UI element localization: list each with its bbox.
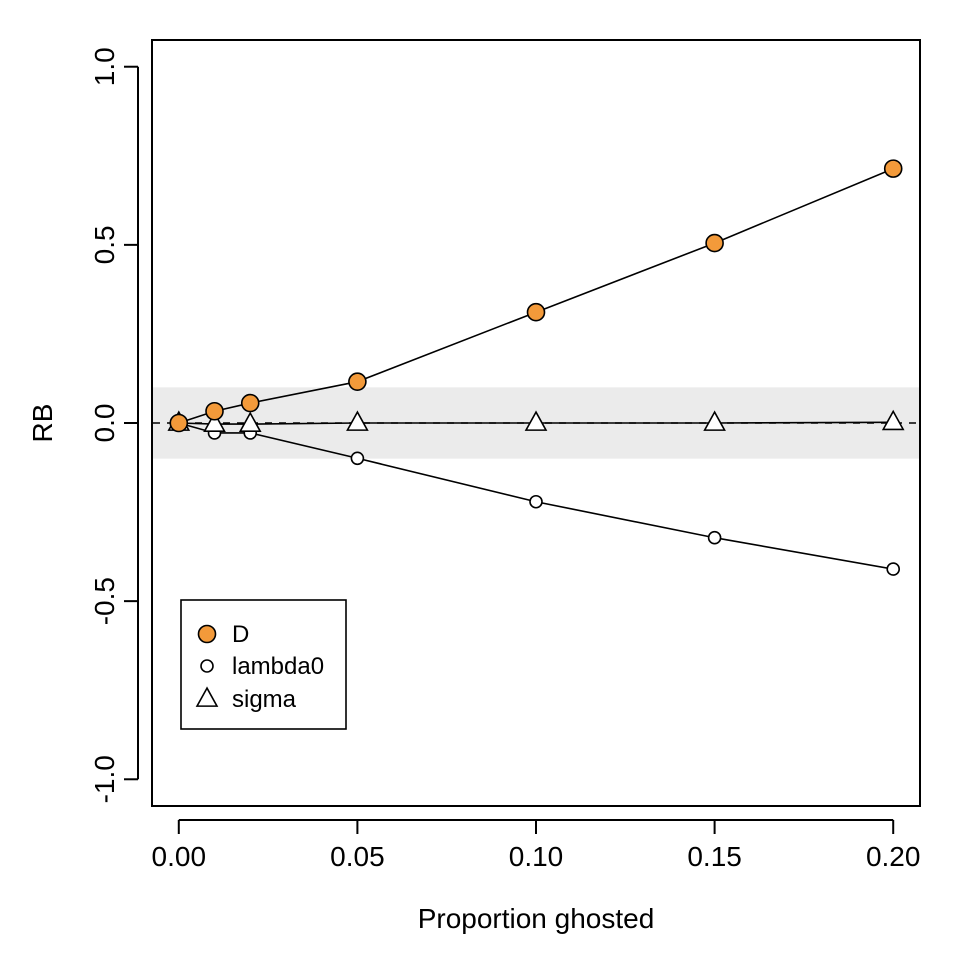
legend-marker-sigma [195, 686, 219, 707]
x-tick-label: 0.05 [330, 841, 385, 872]
x-tick-label: 0.00 [152, 841, 207, 872]
data-point-lambda0 [886, 562, 901, 576]
legend-item-lambda0: lambda0 [200, 653, 324, 680]
x-axis: 0.00 0.05 0.10 0.15 0.20 [152, 819, 921, 872]
series-layer [167, 159, 905, 576]
legend-label-sigma: sigma [232, 686, 297, 713]
x-tick-label: 0.15 [687, 841, 742, 872]
data-point-lambda0 [529, 494, 543, 509]
data-point-D [169, 413, 189, 433]
legend-marker-lambda0 [200, 659, 214, 673]
series-D [169, 159, 903, 433]
series-sigma [167, 409, 905, 432]
y-tick-label: 1.0 [89, 47, 120, 86]
x-axis-label: Proportion ghosted [418, 903, 655, 934]
data-point-D [205, 401, 224, 421]
data-point-sigma [881, 409, 905, 431]
data-point-sigma [238, 411, 262, 432]
data-point-D [705, 233, 724, 253]
legend-item-D: D [197, 621, 249, 648]
legend-item-sigma: sigma [195, 686, 297, 713]
x-tick-label: 0.20 [866, 841, 921, 872]
data-point-D [526, 302, 546, 322]
data-point-sigma [203, 411, 226, 432]
data-point-D [883, 159, 903, 178]
x-tick-label: 0.10 [509, 841, 564, 872]
data-point-sigma [524, 410, 548, 431]
y-axis-label: RB [27, 404, 58, 443]
y-axis: -1.0 -0.5 0.0 0.5 1.0 [89, 47, 139, 803]
legend-label-D: D [232, 621, 249, 648]
y-tick-label: -0.5 [89, 577, 120, 625]
y-tick-label: 0.0 [89, 404, 120, 443]
data-point-lambda0 [707, 530, 722, 545]
data-point-sigma [703, 410, 726, 431]
y-tick-label: 0.5 [89, 225, 120, 264]
data-point-D [240, 393, 260, 413]
data-point-lambda0 [350, 451, 365, 466]
plot-frame [151, 39, 921, 807]
data-point-sigma [346, 410, 369, 431]
legend-marker-D [197, 624, 217, 644]
data-point-D [348, 372, 367, 391]
legend-label-lambda0: lambda0 [232, 653, 324, 680]
y-tick-label: -1.0 [89, 755, 120, 803]
